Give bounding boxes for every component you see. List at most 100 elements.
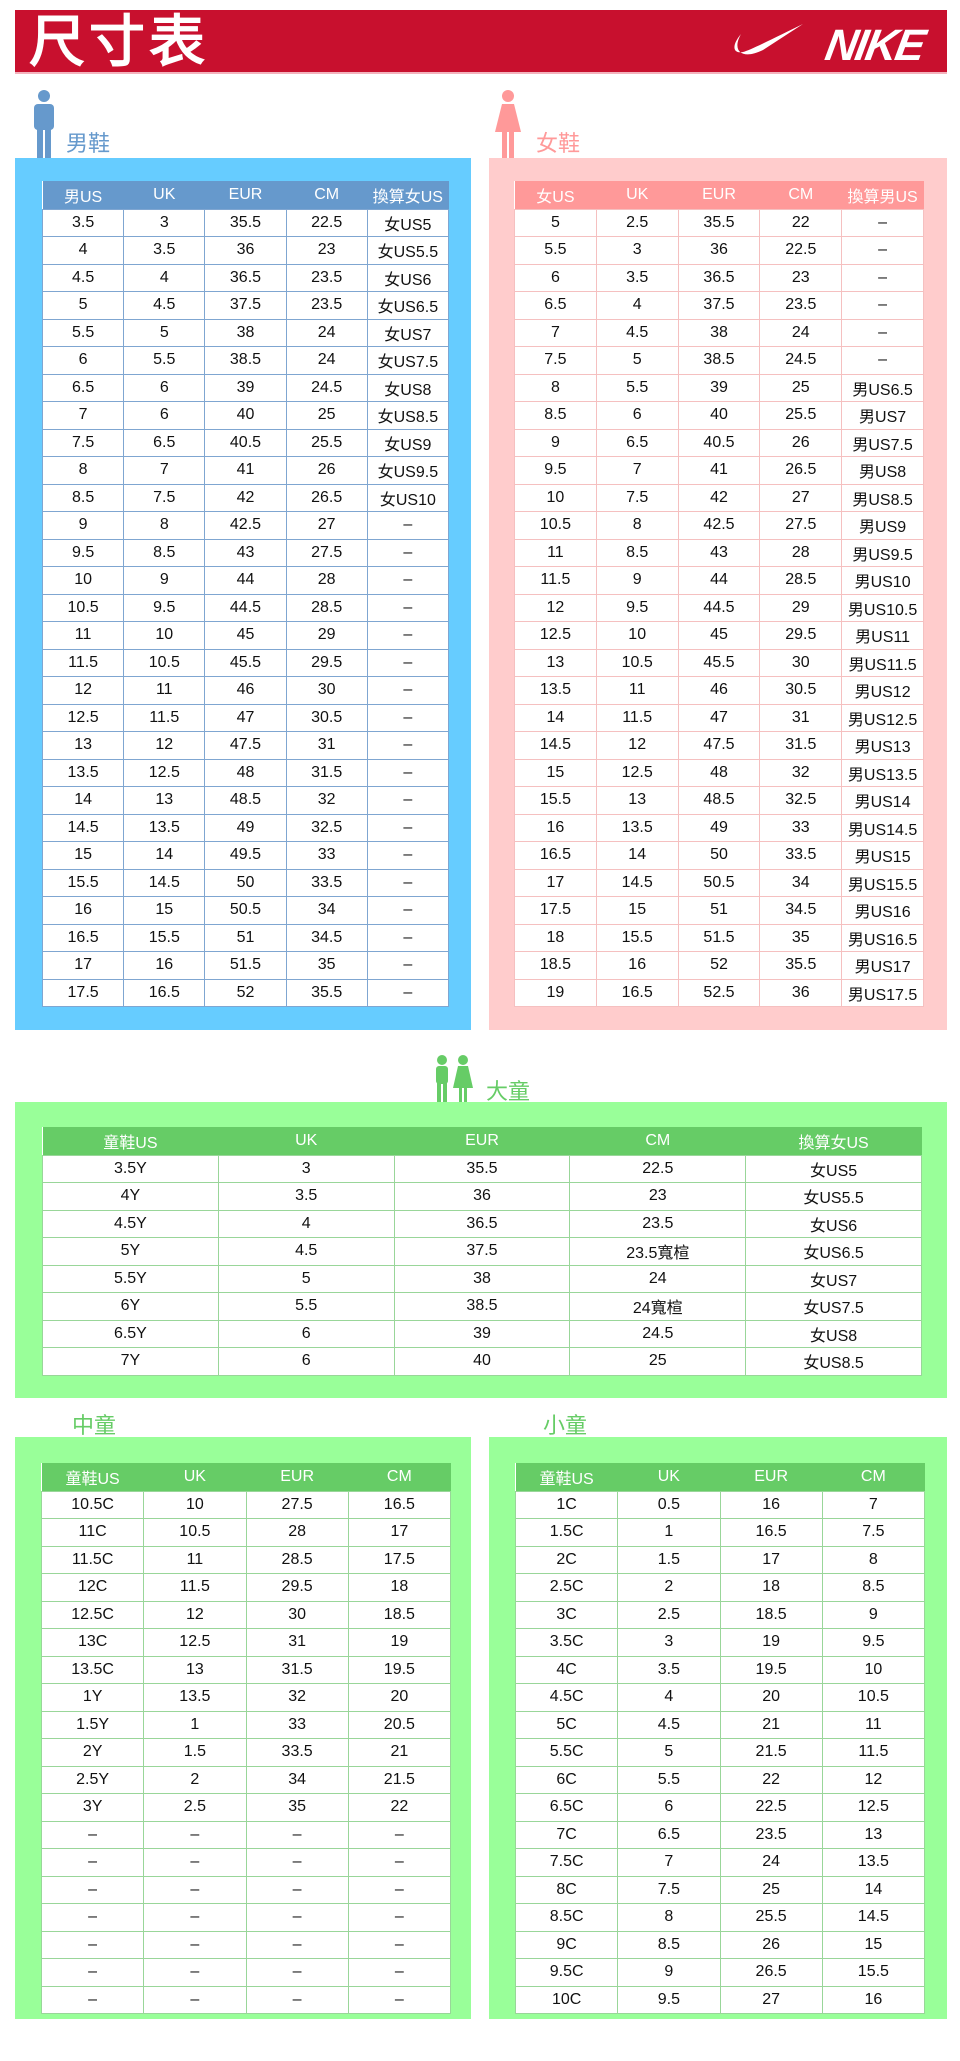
table-cell: 男US17 <box>841 951 924 980</box>
table-cell: 35.5 <box>204 208 287 237</box>
mid-kids-panel: 童鞋US UK EUR CM 10.5C 10 27.5 16.5 11C 10.5 28 17 11.… <box>15 1437 471 2019</box>
table-cell: 6.5 <box>41 373 125 402</box>
small-kids-size-table: 童鞋US UK EUR CM 1C 0.5 16 7 1.5C 1 16.5 7.5 2C 1.5 17 8 2… <box>514 1463 926 2014</box>
table-cell: 24 <box>759 318 843 347</box>
table-cell: 27 <box>285 511 368 540</box>
table-cell: 女US8.5 <box>745 1347 922 1376</box>
table-row: 9.5 7 41 26.5 男US8 <box>514 456 924 485</box>
table-cell: – <box>841 208 924 237</box>
svg-text:NIKE: NIKE <box>822 21 931 66</box>
table-cell: 女US7.5 <box>366 346 450 375</box>
column-header: EUR <box>394 1127 570 1155</box>
table-cell: 22.5 <box>285 208 368 237</box>
table-row: 5.5 5 38 24 女US7 <box>41 318 450 347</box>
table-row: 6 5.5 38.5 24 女US7.5 <box>41 346 450 375</box>
table-cell: 51.5 <box>204 951 287 980</box>
table-cell: 5 <box>617 1738 721 1767</box>
table-cell: 7 <box>514 318 597 347</box>
table-cell: 20 <box>719 1683 823 1712</box>
table-cell: 8.5 <box>123 538 206 567</box>
table-cell: 16 <box>719 1490 823 1519</box>
table-cell: 5.5C <box>514 1738 619 1767</box>
table-cell: 24.5 <box>285 373 368 402</box>
table-cell: 15.5 <box>514 786 597 815</box>
table-row: – – – – <box>40 1875 452 1904</box>
table-cell: 29.5 <box>245 1573 349 1602</box>
table-row: 15.5 13 48.5 32.5 男US14 <box>514 786 924 815</box>
table-row: – – – – <box>40 1820 452 1849</box>
column-header: 童鞋US <box>515 1463 618 1491</box>
table-cell: 10 <box>41 566 125 595</box>
table-cell: 50 <box>204 868 287 897</box>
table-cell: 9.5 <box>123 593 206 622</box>
table-cell: 13 <box>41 731 125 760</box>
table-row: 7.5 6.5 40.5 25.5 女US9 <box>41 428 450 457</box>
men-section-label: 男鞋 <box>66 131 111 156</box>
table-cell: 17.5 <box>41 978 125 1007</box>
table-header-row: 女US UK EUR CM 換算男US <box>514 181 924 209</box>
table-row: 17.5 15 51 34.5 男US16 <box>514 896 924 925</box>
table-row: 7.5 5 38.5 24.5– <box>514 346 924 375</box>
table-cell: 12.5 <box>123 758 206 787</box>
table-cell: – <box>143 1848 247 1877</box>
table-cell: 1.5 <box>617 1545 721 1574</box>
table-cell: 4.5Y <box>42 1209 219 1238</box>
table-cell: 43 <box>204 538 287 567</box>
table-cell: 11.5 <box>595 703 679 732</box>
table-cell: – <box>841 318 924 347</box>
table-cell: 6.5 <box>595 428 679 457</box>
table-row: 2Y 1.5 33.5 21 <box>40 1738 452 1767</box>
table-cell: 4Y <box>42 1182 219 1211</box>
table-row: 17 16 51.5 35– <box>41 951 450 980</box>
table-cell: 8 <box>514 373 597 402</box>
table-cell: 27.5 <box>285 538 368 567</box>
table-cell: – <box>347 1958 452 1987</box>
table-cell: 9 <box>617 1958 721 1987</box>
table-cell: 13.5 <box>143 1683 247 1712</box>
table-row: 1.5Y 1 33 20.5 <box>40 1710 452 1739</box>
table-cell: 3.5 <box>595 263 679 292</box>
page-title: 尺寸表 <box>29 10 209 73</box>
table-cell: 9.5 <box>617 1985 721 2014</box>
table-row: 6.5 4 37.5 23.5– <box>514 291 924 320</box>
table-cell: 33.5 <box>285 868 368 897</box>
table-cell: 12.5 <box>514 621 597 650</box>
table-cell: 3 <box>217 1154 395 1183</box>
table-cell: – <box>366 978 450 1007</box>
table-cell: 11.5 <box>143 1573 247 1602</box>
table-cell: 13.5C <box>40 1655 145 1684</box>
table-cell: 8.5 <box>595 538 679 567</box>
table-row: 11C 10.5 28 17 <box>40 1518 452 1547</box>
table-cell: 12.5 <box>821 1793 926 1822</box>
table-cell: 12.5 <box>595 758 679 787</box>
table-cell: 4C <box>514 1655 619 1684</box>
table-cell: – <box>143 1875 247 1904</box>
column-header: 換算男US <box>841 181 924 209</box>
table-cell: 男US13 <box>841 731 924 760</box>
table-cell: 45.5 <box>677 648 761 677</box>
table-cell: 女US7 <box>366 318 450 347</box>
table-cell: 35.5 <box>677 208 761 237</box>
table-cell: 34 <box>285 896 368 925</box>
table-cell: 12 <box>821 1765 926 1794</box>
table-cell: 14.5 <box>821 1903 926 1932</box>
table-cell: 0.5 <box>617 1490 721 1519</box>
table-cell: 男US10.5 <box>841 593 924 622</box>
table-cell: 5.5Y <box>42 1264 219 1293</box>
table-row: 10 7.5 42 27 男US8.5 <box>514 483 924 512</box>
table-cell: – <box>347 1820 452 1849</box>
table-cell: 9 <box>514 428 597 457</box>
table-row: 5 2.5 35.5 22– <box>514 208 924 237</box>
table-cell: 5Y <box>42 1237 219 1266</box>
table-row: 6Y 5.5 38.5 24寬楦 女US7.5 <box>42 1292 922 1321</box>
table-cell: – <box>40 1985 145 2014</box>
table-cell: 47 <box>204 703 287 732</box>
table-cell: – <box>841 236 924 265</box>
table-cell: 4 <box>123 263 206 292</box>
table-cell: 12.5C <box>40 1600 145 1629</box>
table-cell: 18 <box>347 1573 452 1602</box>
table-cell: 9 <box>821 1600 926 1629</box>
table-cell: 27 <box>719 1985 823 2014</box>
table-cell: 24.5 <box>569 1319 747 1348</box>
table-cell: 42 <box>204 483 287 512</box>
